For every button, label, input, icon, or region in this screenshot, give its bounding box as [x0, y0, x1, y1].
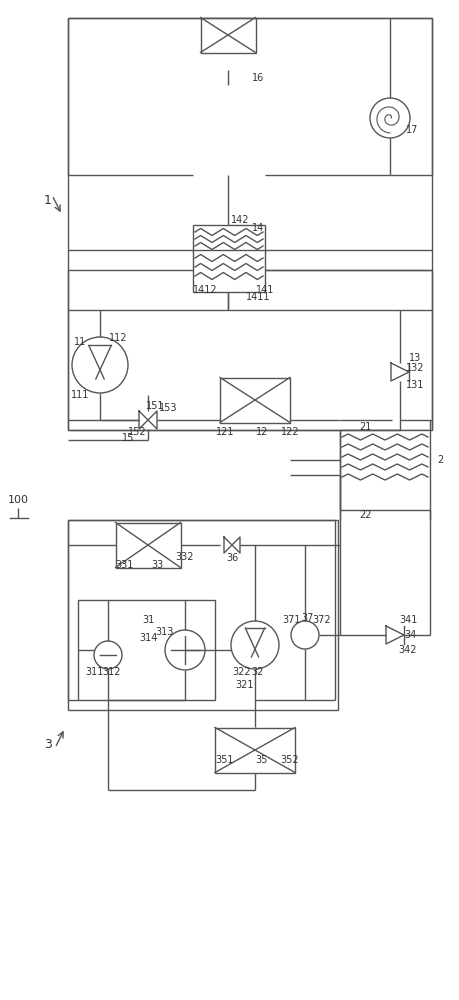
- Text: 31: 31: [142, 615, 154, 625]
- Text: 141: 141: [256, 285, 274, 295]
- Text: 151: 151: [146, 401, 164, 411]
- Text: 36: 36: [226, 553, 238, 563]
- Bar: [116, 522, 180, 568]
- Bar: [78, 600, 215, 700]
- Bar: [340, 430, 430, 510]
- Text: 2: 2: [437, 455, 443, 465]
- Text: 21: 21: [359, 422, 371, 432]
- Circle shape: [370, 98, 410, 138]
- Bar: [68, 520, 338, 710]
- Text: 35: 35: [256, 755, 268, 765]
- Bar: [215, 728, 295, 772]
- Text: 331: 331: [116, 560, 134, 570]
- Text: 22: 22: [359, 510, 371, 520]
- Circle shape: [72, 337, 128, 393]
- Text: 153: 153: [159, 403, 177, 413]
- Text: 352: 352: [281, 755, 299, 765]
- Text: 321: 321: [236, 680, 254, 690]
- Text: 371: 371: [283, 615, 301, 625]
- Circle shape: [165, 630, 205, 670]
- Text: 313: 313: [156, 627, 174, 637]
- Text: 142: 142: [231, 215, 249, 225]
- Bar: [193, 250, 265, 292]
- Text: 314: 314: [139, 633, 157, 643]
- Text: 37: 37: [302, 613, 314, 623]
- Text: 351: 351: [216, 755, 234, 765]
- Text: 16: 16: [252, 73, 264, 83]
- Text: 3: 3: [44, 738, 52, 752]
- Text: 332: 332: [176, 552, 194, 562]
- Bar: [201, 17, 256, 52]
- Text: 11: 11: [74, 337, 86, 347]
- Circle shape: [231, 621, 279, 669]
- Text: 372: 372: [313, 615, 331, 625]
- Circle shape: [94, 641, 122, 669]
- Text: 112: 112: [109, 333, 127, 343]
- Text: 132: 132: [406, 363, 424, 373]
- Circle shape: [291, 621, 319, 649]
- Text: 32: 32: [252, 667, 264, 677]
- Bar: [68, 18, 432, 250]
- Text: 15: 15: [122, 433, 134, 443]
- Text: 111: 111: [71, 390, 89, 400]
- Text: 13: 13: [409, 353, 421, 363]
- Bar: [220, 377, 290, 422]
- Bar: [68, 310, 432, 430]
- Text: 152: 152: [128, 427, 146, 437]
- Text: 34: 34: [404, 630, 416, 640]
- Bar: [193, 225, 265, 253]
- Text: 322: 322: [233, 667, 252, 677]
- Text: 1412: 1412: [193, 285, 217, 295]
- Text: 14: 14: [252, 223, 264, 233]
- Text: 131: 131: [406, 380, 424, 390]
- Text: 342: 342: [399, 645, 417, 655]
- Text: 341: 341: [399, 615, 417, 625]
- Text: 12: 12: [256, 427, 268, 437]
- Text: 122: 122: [281, 427, 299, 437]
- Text: 121: 121: [216, 427, 234, 437]
- Text: 17: 17: [406, 125, 418, 135]
- Text: 1411: 1411: [246, 292, 270, 302]
- Text: 1: 1: [44, 194, 52, 207]
- Text: 100: 100: [7, 495, 28, 505]
- Text: 312: 312: [103, 667, 121, 677]
- Text: 311: 311: [86, 667, 104, 677]
- Text: 33: 33: [151, 560, 163, 570]
